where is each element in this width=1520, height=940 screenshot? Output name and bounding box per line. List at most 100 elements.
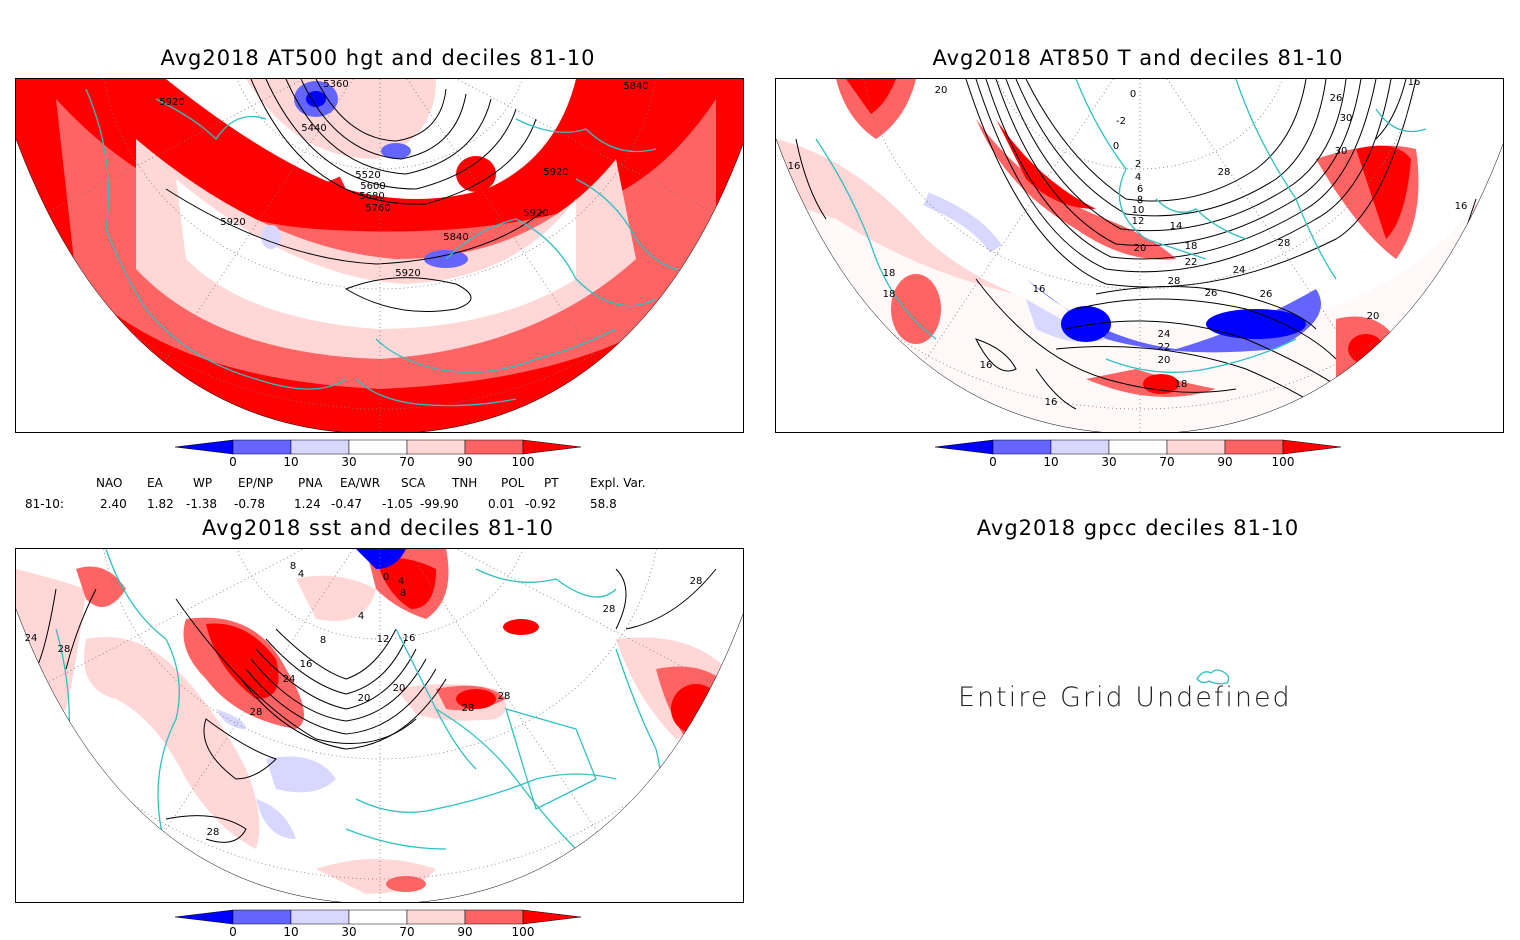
contour-label: 16 bbox=[1408, 79, 1421, 88]
contour-label: 2 bbox=[1135, 159, 1141, 170]
undefined-message: Entire Grid Undefined bbox=[958, 682, 1292, 713]
colorbar-segment bbox=[1224, 439, 1284, 455]
contour-label: 18 bbox=[883, 268, 896, 279]
panel1-map: 5840 5920 5360 5440 5520 5600 5680 5760 … bbox=[15, 78, 744, 433]
colorbar-tick-label: 90 bbox=[1217, 455, 1232, 469]
contour-label: 0 bbox=[1113, 141, 1119, 152]
contour-label: 28 bbox=[1278, 238, 1291, 249]
colorbar-segment bbox=[992, 439, 1052, 455]
contour-label: 5920 bbox=[523, 208, 548, 219]
colorbar-segment bbox=[290, 909, 350, 925]
panel3-title: Avg2018 sst and deciles 81-10 bbox=[201, 516, 555, 540]
contour-label: 4 bbox=[298, 569, 304, 580]
index-value-wp: -1.38 bbox=[186, 497, 218, 511]
contour-label: 20 bbox=[393, 683, 406, 694]
panel4-title: Avg2018 gpcc deciles 81-10 bbox=[976, 516, 1300, 540]
contour-label: 28 bbox=[1168, 276, 1181, 287]
island-coastline bbox=[1196, 669, 1230, 685]
contour-label: 8 bbox=[1137, 195, 1143, 206]
colorbar-tick-label: 70 bbox=[1159, 455, 1174, 469]
contour-label: 20 bbox=[1158, 355, 1171, 366]
contour-label: 16 bbox=[1045, 397, 1058, 408]
contour-label: 5920 bbox=[220, 217, 245, 228]
colorbar-tick-label: 90 bbox=[457, 925, 472, 939]
contour-label: 18 bbox=[1185, 241, 1198, 252]
index-header-eawr: EA/WR bbox=[340, 476, 381, 490]
colorbar-tick-label: 10 bbox=[1043, 455, 1058, 469]
index-value-ea: 1.82 bbox=[147, 497, 174, 511]
contour-label: 5760 bbox=[365, 203, 390, 214]
index-header-pol: POL bbox=[501, 476, 525, 490]
contour-label: 8 bbox=[320, 635, 326, 646]
colorbar-tick-label: 70 bbox=[399, 925, 414, 939]
colorbar-tick-label: 90 bbox=[457, 455, 472, 469]
contour-label: 28 bbox=[690, 576, 703, 587]
index-header-explvar: Expl. Var. bbox=[590, 476, 646, 490]
colorbar-tick-label: 100 bbox=[512, 455, 535, 469]
contour-label: 28 bbox=[207, 827, 220, 838]
contour-label: 0 bbox=[383, 572, 389, 583]
contour-label: 8 bbox=[290, 561, 296, 572]
contour-label: 18 bbox=[883, 289, 896, 300]
contour-label: 30 bbox=[1335, 146, 1348, 157]
contour-label: 20 bbox=[1367, 311, 1380, 322]
index-value-eawr: -0.47 bbox=[331, 497, 363, 511]
contour-label: 24 bbox=[1158, 329, 1171, 340]
contour-label: 18 bbox=[1175, 379, 1188, 390]
contour-label: 16 bbox=[403, 633, 416, 644]
contour-label: 20 bbox=[358, 693, 371, 704]
colorbar-segment bbox=[348, 909, 408, 925]
contour-label: 10 bbox=[1132, 205, 1145, 216]
contour-label: 5440 bbox=[301, 123, 326, 134]
colorbar-segment bbox=[464, 439, 524, 455]
colorbar-segment bbox=[1282, 439, 1342, 455]
contour-label: 26 bbox=[1330, 93, 1343, 104]
contour-label: 28 bbox=[603, 604, 616, 615]
index-value-pt: -0.92 bbox=[525, 497, 557, 511]
contour-label: 0 bbox=[1130, 89, 1136, 100]
colorbar-segment bbox=[522, 439, 582, 455]
contour-label: 30 bbox=[1340, 113, 1353, 124]
contour-label: 5920 bbox=[543, 167, 568, 178]
panel3-map: 8 4 0 4 8 4 8 12 16 16 20 24 20 28 28 28… bbox=[15, 548, 744, 903]
colorbar-tick-label: 0 bbox=[229, 925, 237, 939]
contour-label: 6 bbox=[1137, 184, 1143, 195]
contour-label: 12 bbox=[377, 634, 390, 645]
contour-label: 22 bbox=[1158, 342, 1171, 353]
contour-label: 20 bbox=[1134, 243, 1147, 254]
contour-label: 24 bbox=[25, 633, 38, 644]
colorbar-segment bbox=[290, 439, 350, 455]
colorbar-tick-label: 30 bbox=[1101, 455, 1116, 469]
contour-label: 5920 bbox=[159, 97, 184, 108]
index-value-explvar: 58.8 bbox=[590, 497, 617, 511]
contour-label: 26 bbox=[1260, 289, 1273, 300]
contour-label: 28 bbox=[498, 691, 511, 702]
contour-label: 5840 bbox=[623, 81, 648, 92]
colorbar-tick-label: 0 bbox=[229, 455, 237, 469]
colorbar-tick-label: 100 bbox=[1272, 455, 1295, 469]
colorbar-segment bbox=[464, 909, 524, 925]
colorbar-segment bbox=[175, 909, 234, 925]
index-value-nao: 2.40 bbox=[100, 497, 127, 511]
contour-label: 20 bbox=[935, 85, 948, 96]
contour-label: 16 bbox=[1033, 284, 1046, 295]
contour-label: 22 bbox=[1185, 257, 1198, 268]
contour-label: 5680 bbox=[359, 191, 384, 202]
colorbar-tick-label: 0 bbox=[989, 455, 997, 469]
colorbar-segment bbox=[522, 909, 582, 925]
panel2-map: 20 0 -2 0 2 4 6 8 10 12 14 20 18 22 24 2… bbox=[775, 78, 1504, 433]
contour-label: 24 bbox=[283, 674, 296, 685]
index-value-tnh: -99.90 bbox=[420, 497, 459, 511]
colorbar-segment bbox=[232, 439, 292, 455]
colorbar-segment bbox=[348, 439, 408, 455]
colorbar-segment bbox=[1166, 439, 1226, 455]
index-value-pol: 0.01 bbox=[488, 497, 515, 511]
colorbar-tick-label: 10 bbox=[283, 455, 298, 469]
contour-label: 28 bbox=[58, 644, 71, 655]
contour-label: 16 bbox=[788, 161, 801, 172]
colorbar-tick-label: 70 bbox=[399, 455, 414, 469]
contour-label: 4 bbox=[1135, 172, 1141, 183]
colorbar-tick-label: 10 bbox=[283, 925, 298, 939]
contour-label: 26 bbox=[1205, 288, 1218, 299]
panel3-svg: 8 4 0 4 8 4 8 12 16 16 20 24 20 28 28 28… bbox=[16, 549, 743, 902]
